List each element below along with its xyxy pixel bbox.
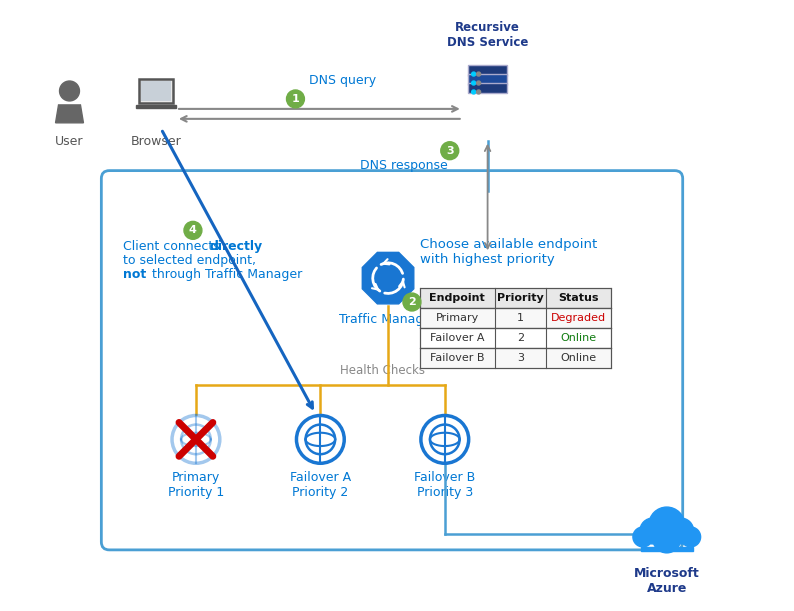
Text: Endpoint: Endpoint	[430, 293, 485, 303]
Circle shape	[60, 81, 79, 101]
Circle shape	[184, 221, 202, 240]
Polygon shape	[641, 547, 692, 551]
FancyBboxPatch shape	[420, 348, 611, 368]
FancyBboxPatch shape	[420, 308, 611, 328]
Text: directly: directly	[210, 240, 263, 254]
Text: User: User	[56, 135, 83, 148]
Text: through Traffic Manager: through Traffic Manager	[148, 268, 303, 281]
Text: 1: 1	[517, 313, 524, 323]
Text: Primary
Priority 1: Primary Priority 1	[168, 471, 224, 499]
Circle shape	[476, 90, 480, 94]
Text: Failover A
Priority 2: Failover A Priority 2	[290, 471, 351, 499]
Text: Failover B: Failover B	[430, 353, 484, 363]
Text: Status: Status	[558, 293, 599, 303]
Text: 2: 2	[408, 297, 416, 307]
Circle shape	[441, 142, 459, 159]
Circle shape	[680, 527, 700, 547]
Circle shape	[640, 518, 666, 544]
Circle shape	[287, 90, 304, 108]
Text: Online: Online	[561, 333, 597, 343]
Text: Microsoft
Azure: Microsoft Azure	[634, 567, 700, 595]
Text: DNS query: DNS query	[310, 74, 376, 87]
Circle shape	[653, 525, 680, 553]
Text: Traffic Manager: Traffic Manager	[339, 313, 437, 326]
Text: Health Checks: Health Checks	[340, 364, 425, 376]
Text: Failover B
Priority 3: Failover B Priority 3	[414, 471, 476, 499]
FancyBboxPatch shape	[420, 328, 611, 348]
Circle shape	[403, 293, 421, 311]
Circle shape	[668, 518, 694, 544]
Text: Primary: Primary	[436, 313, 479, 323]
Text: Client connects: Client connects	[123, 240, 224, 254]
FancyBboxPatch shape	[139, 79, 173, 103]
Text: Degraded: Degraded	[551, 313, 607, 323]
Circle shape	[472, 90, 476, 94]
FancyBboxPatch shape	[468, 65, 507, 76]
Text: Recursive
DNS Service: Recursive DNS Service	[447, 21, 528, 49]
FancyBboxPatch shape	[141, 81, 171, 101]
Text: 1: 1	[291, 94, 299, 104]
Text: 4: 4	[189, 225, 197, 235]
Text: 3: 3	[517, 353, 524, 363]
Polygon shape	[137, 105, 176, 108]
Text: 3: 3	[446, 145, 453, 156]
Polygon shape	[56, 105, 83, 123]
FancyBboxPatch shape	[468, 73, 507, 84]
Circle shape	[472, 81, 476, 85]
Circle shape	[633, 527, 653, 547]
Circle shape	[476, 81, 480, 85]
Text: Choose available endpoint
with highest priority: Choose available endpoint with highest p…	[420, 238, 597, 266]
Text: 2: 2	[517, 333, 524, 343]
Text: Failover A: Failover A	[430, 333, 484, 343]
Text: to selected endpoint,: to selected endpoint,	[123, 254, 256, 267]
Circle shape	[476, 72, 480, 76]
Polygon shape	[362, 252, 414, 304]
Text: Browser: Browser	[131, 135, 182, 148]
Text: DNS response: DNS response	[360, 159, 448, 172]
FancyBboxPatch shape	[468, 82, 507, 93]
Circle shape	[472, 72, 476, 76]
FancyBboxPatch shape	[420, 288, 611, 308]
Text: Online: Online	[561, 353, 597, 363]
Text: not: not	[123, 268, 147, 281]
Text: Priority: Priority	[497, 293, 544, 303]
Circle shape	[649, 507, 684, 543]
